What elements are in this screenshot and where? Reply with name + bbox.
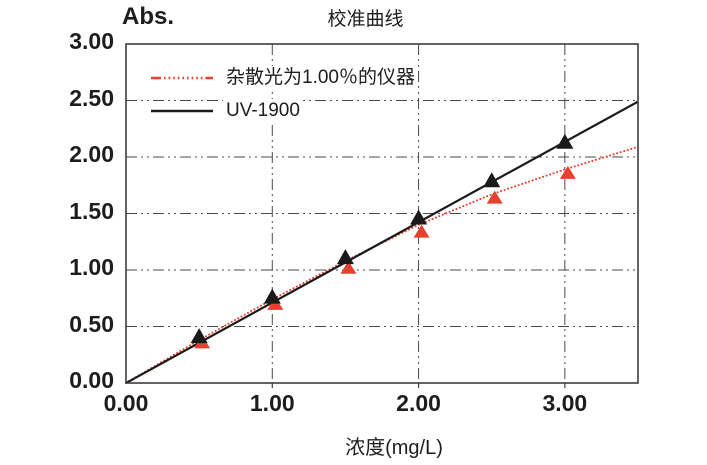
y-tick-label: 2.00 bbox=[69, 141, 114, 167]
data-point-stray-light bbox=[486, 190, 503, 204]
y-axis-title: Abs. bbox=[122, 3, 175, 30]
data-point-uv-1900 bbox=[483, 172, 501, 188]
legend-item-uv-1900: UV-1900 bbox=[150, 96, 418, 125]
data-point-stray-light bbox=[559, 165, 576, 179]
legend-item-stray-light: 杂散光为1.00％的仪器 bbox=[150, 63, 418, 92]
y-tick-label: 1.50 bbox=[69, 197, 114, 224]
data-point-uv-1900 bbox=[190, 328, 208, 344]
dash-dot-line-sample-icon bbox=[151, 76, 213, 79]
y-tick-label: 2.50 bbox=[69, 84, 114, 111]
x-tick-label: 1.00 bbox=[249, 390, 295, 416]
y-tick-label: 3.00 bbox=[69, 28, 114, 54]
data-point-uv-1900 bbox=[410, 209, 428, 225]
y-tick-label: 0.00 bbox=[69, 367, 114, 393]
data-point-uv-1900 bbox=[263, 288, 281, 304]
y-tick-label: 0.50 bbox=[69, 310, 114, 337]
solid-line-sample-icon bbox=[151, 109, 213, 112]
y-tick-label: 1.00 bbox=[69, 254, 114, 280]
x-tick-label: 3.00 bbox=[542, 390, 588, 416]
series-curve-uv-1900 bbox=[125, 100, 639, 384]
legend: 杂散光为1.00％的仪器 UV-1900 bbox=[150, 63, 418, 125]
legend-label-uv-1900: UV-1900 bbox=[223, 98, 303, 123]
x-tick-label: 0.00 bbox=[103, 390, 149, 416]
legend-label-stray-light: 杂散光为1.00％的仪器 bbox=[223, 65, 418, 90]
data-point-uv-1900 bbox=[336, 249, 354, 265]
chart-title: 校准曲线 bbox=[327, 9, 404, 30]
data-point-uv-1900 bbox=[556, 133, 574, 149]
data-point-stray-light bbox=[413, 224, 430, 238]
data-point-stray-light bbox=[340, 260, 357, 274]
x-tick-label: 2.00 bbox=[396, 390, 441, 416]
plot-frame bbox=[125, 43, 639, 384]
x-axis-title: 浓度(mg/L) bbox=[345, 437, 443, 459]
